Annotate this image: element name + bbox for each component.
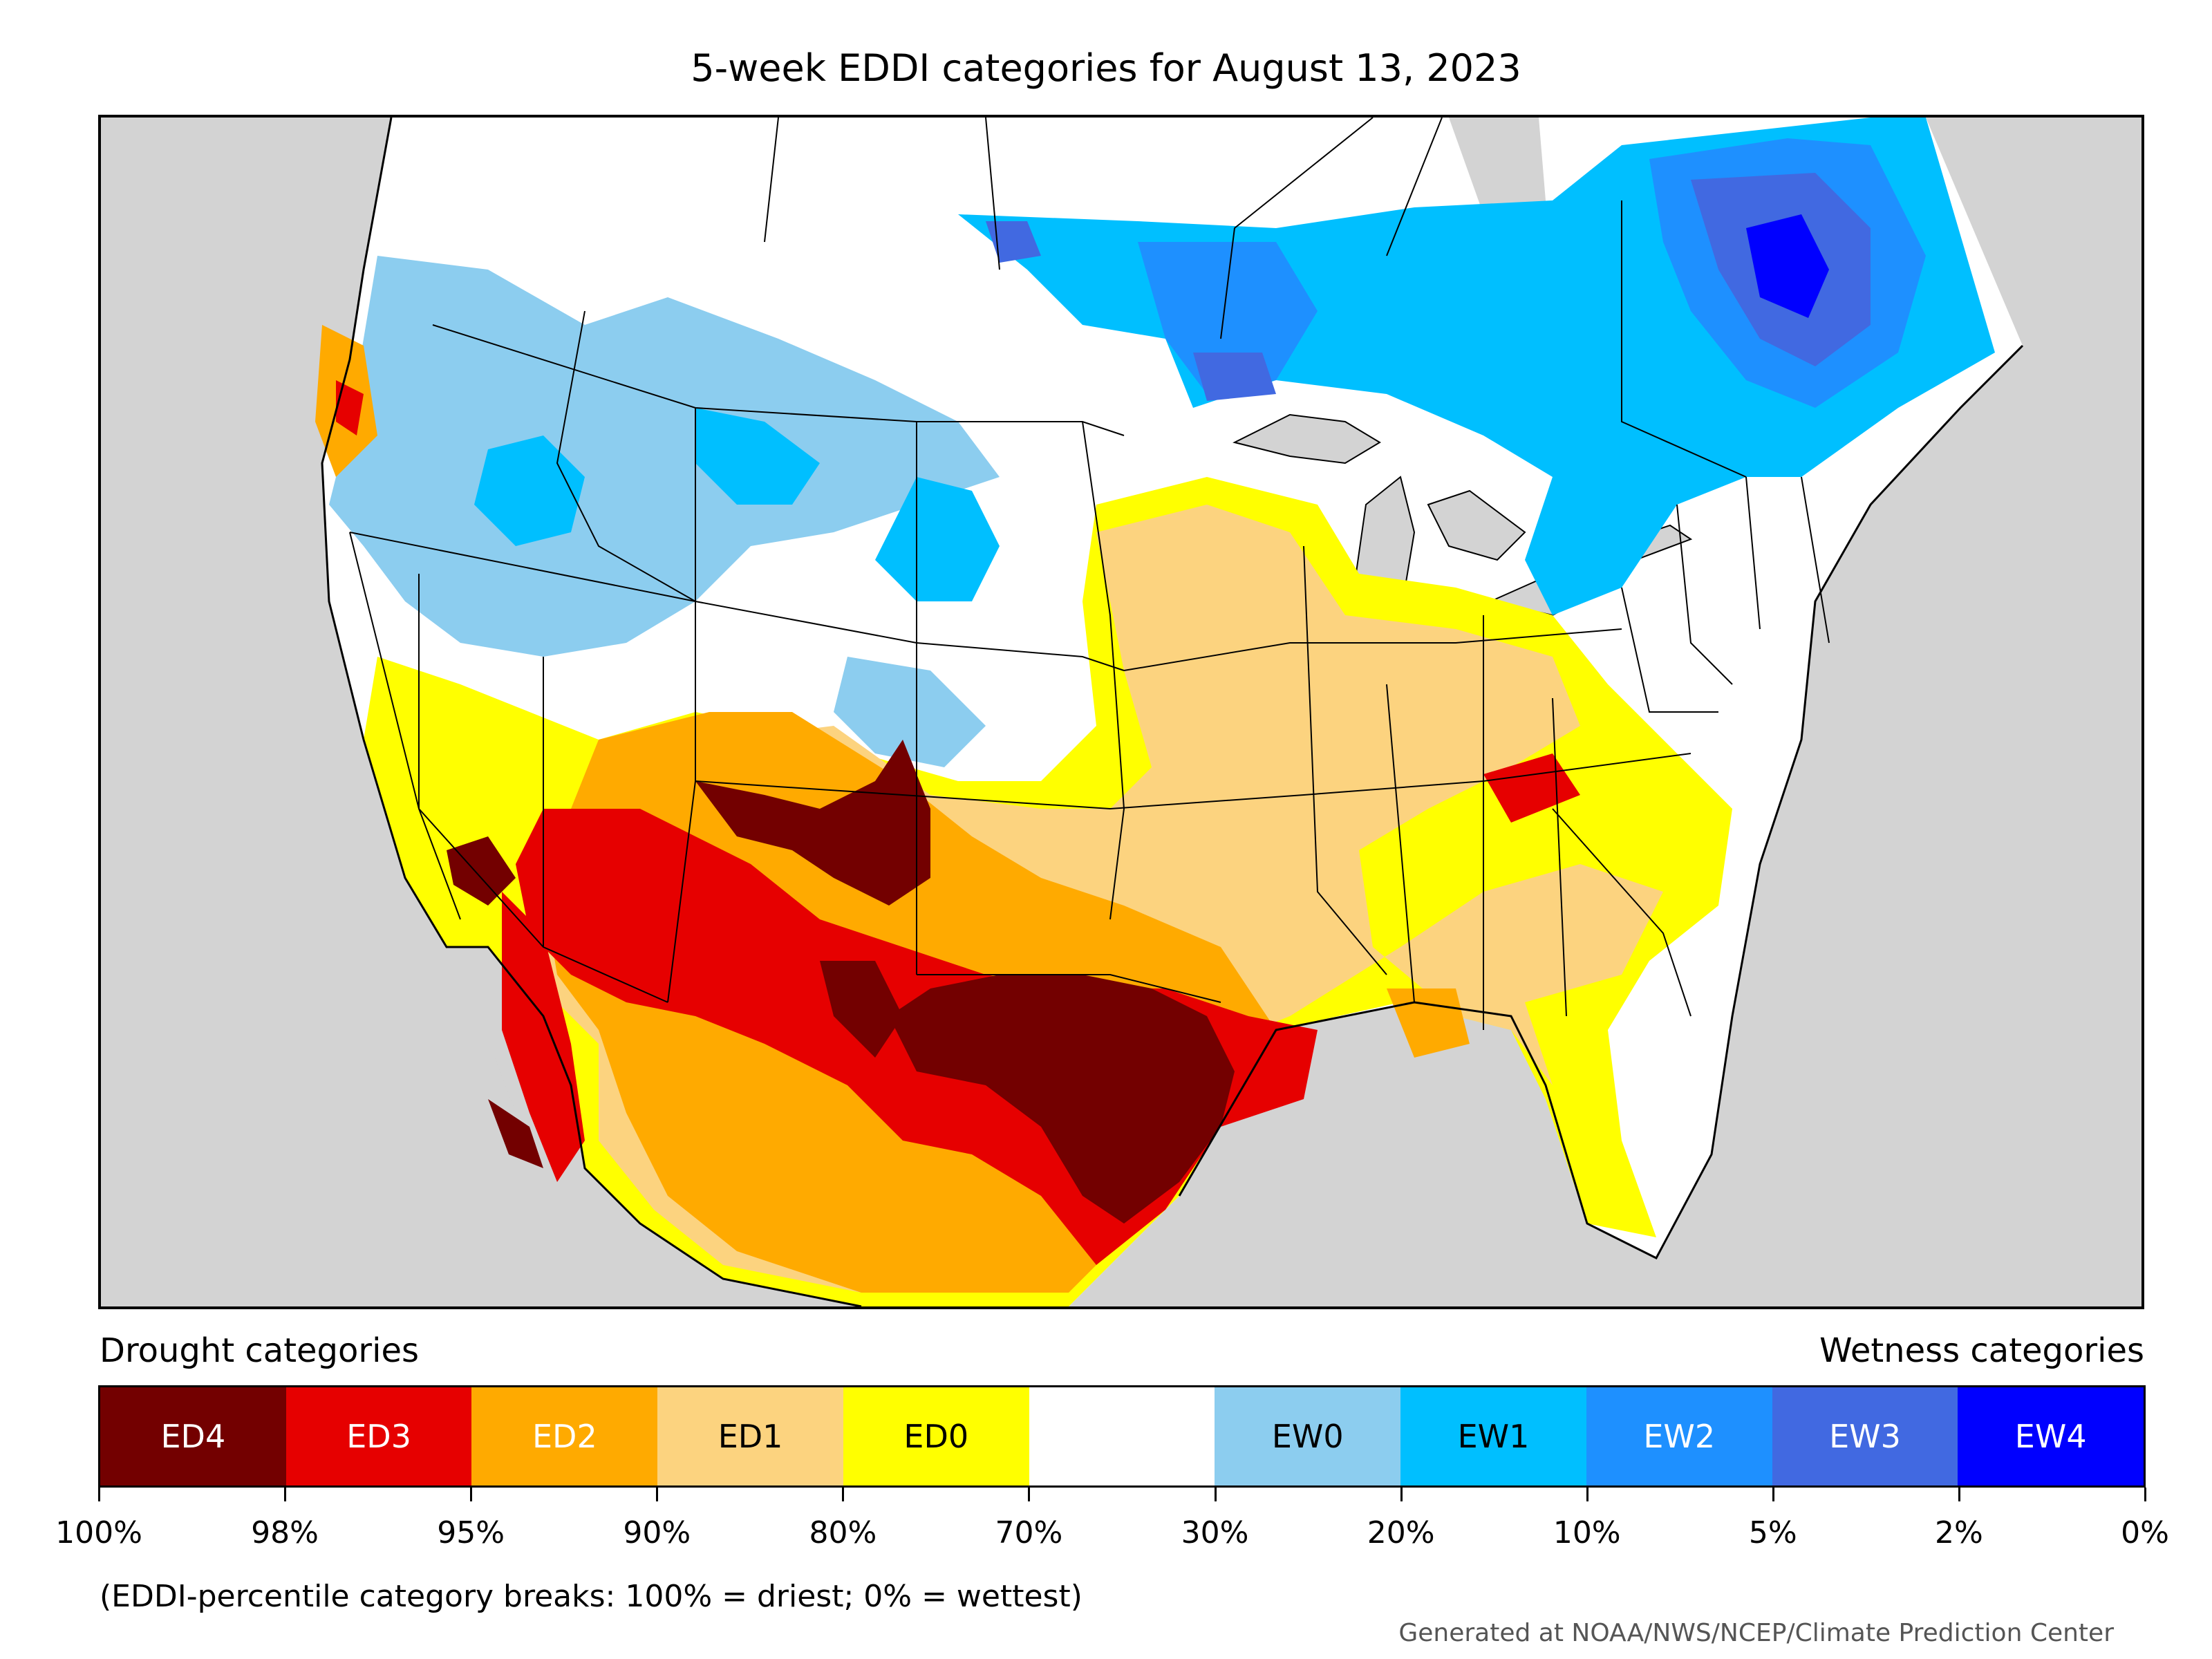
eddi-map — [98, 115, 2144, 1309]
tick-mark — [656, 1488, 659, 1501]
tick-mark — [98, 1488, 100, 1501]
tick-label: 5% — [1748, 1515, 1797, 1550]
ew0-region-plains — [834, 657, 986, 767]
category-footnote: (EDDI-percentile category breaks: 100% =… — [100, 1579, 1082, 1614]
tick-mark — [1214, 1488, 1217, 1501]
tick-mark — [1028, 1488, 1031, 1501]
tick-mark — [2144, 1488, 2146, 1501]
tick-label: 98% — [251, 1515, 319, 1550]
ew4-region-quebec — [1746, 214, 1829, 318]
ew3-region-ontario — [1193, 353, 1276, 401]
tick-label: 95% — [437, 1515, 505, 1550]
colorbar-cell-ew2: EW2 — [1586, 1387, 1772, 1485]
colorbar-cell-ew4: EW4 — [1958, 1387, 2144, 1485]
colorbar-cell-ew3: EW3 — [1772, 1387, 1958, 1485]
tick-mark — [1586, 1488, 1588, 1501]
ed4-region-california — [447, 836, 543, 1168]
ed4-region-four-corners — [695, 740, 930, 1058]
tick-mark — [470, 1488, 473, 1501]
coastline — [321, 118, 2024, 1306]
tick-label: 10% — [1553, 1515, 1621, 1550]
colorbar-ticks: 100% 98% 95% 90% 80% 70% 30% 20% 10% 5% 2% 0% — [0, 1488, 2212, 1571]
category-colorbar: ED4 ED3 ED2 ED1 ED0 EW0 EW1 EW2 EW3 EW4 — [98, 1385, 2146, 1488]
tick-label: 2% — [1935, 1515, 1983, 1550]
ew3-region-manitoba — [986, 221, 1041, 263]
tick-label: 80% — [809, 1515, 877, 1550]
tick-mark — [1400, 1488, 1403, 1501]
tick-label: 90% — [623, 1515, 691, 1550]
credit-line: Generated at NOAA/NWS/NCEP/Climate Predi… — [1398, 1619, 2114, 1647]
ew1-region-dakotas — [875, 477, 1000, 601]
colorbar-cell-ed3: ED3 — [285, 1387, 472, 1485]
colorbar-cell-ed2: ED2 — [471, 1387, 658, 1485]
state-boundaries — [349, 118, 1830, 1030]
colorbar-cell-ed4: ED4 — [100, 1387, 286, 1485]
tick-label: 100% — [55, 1515, 142, 1550]
tick-mark — [1958, 1488, 1960, 1501]
ed4-region-texas — [889, 975, 1235, 1224]
ew2-region-ontario — [1138, 242, 1318, 394]
map-canvas — [101, 118, 2141, 1306]
tick-label: 70% — [995, 1515, 1063, 1550]
tick-mark — [284, 1488, 287, 1501]
tick-label: 30% — [1181, 1515, 1249, 1550]
ew1-region-wyoming — [695, 408, 820, 505]
wetness-categories-label: Wetness categories — [1819, 1331, 2144, 1370]
tick-mark — [842, 1488, 845, 1501]
colorbar-cell-ew1: EW1 — [1400, 1387, 1586, 1485]
ew0-region-northwest — [329, 256, 1000, 657]
tick-label: 0% — [2121, 1515, 2169, 1550]
colorbar-cell-ew0: EW0 — [1215, 1387, 1401, 1485]
colorbar-cell-normal — [1029, 1387, 1215, 1485]
drought-categories-label: Drought categories — [100, 1331, 419, 1370]
map-title: 5-week EDDI categories for August 13, 20… — [691, 46, 1521, 90]
colorbar-cell-ed0: ED0 — [843, 1387, 1029, 1485]
colorbar-cell-ed1: ED1 — [657, 1387, 843, 1485]
tick-label: 20% — [1367, 1515, 1435, 1550]
tick-mark — [1772, 1488, 1774, 1501]
